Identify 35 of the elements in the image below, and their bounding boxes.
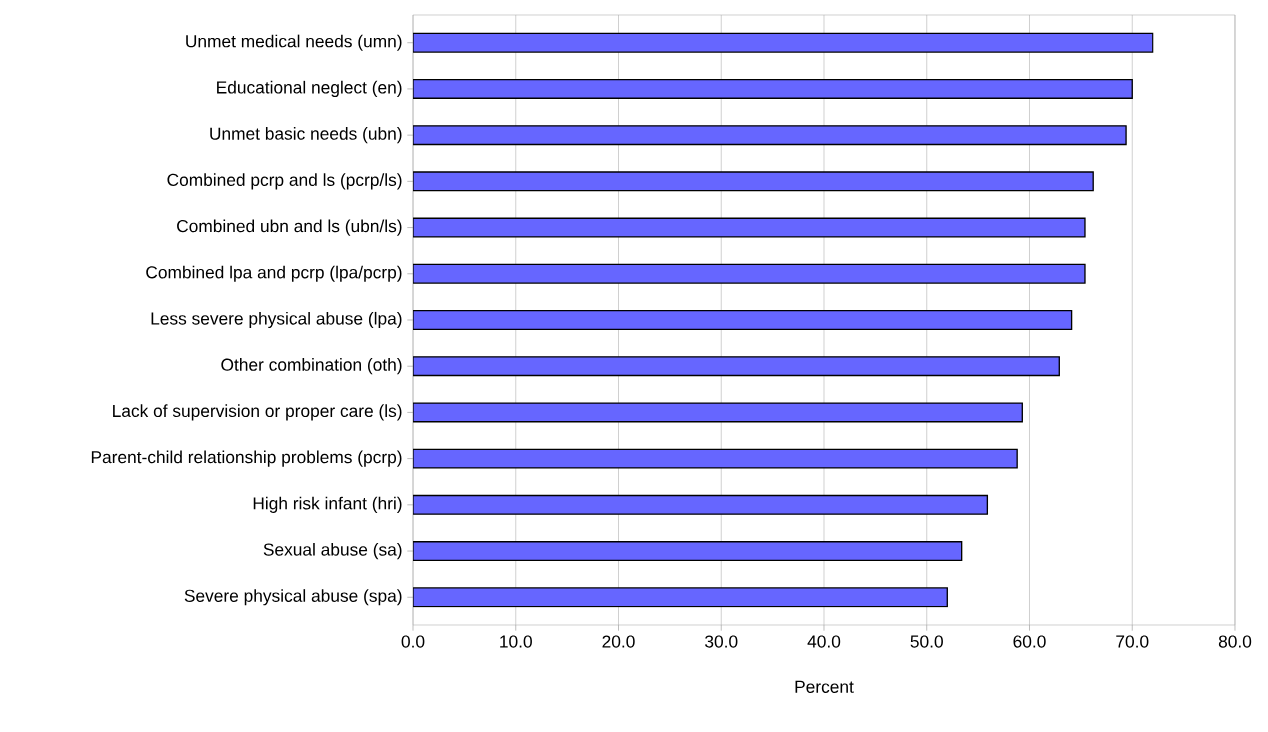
y-tick-label: Unmet medical needs (umn) bbox=[186, 34, 402, 51]
x-tick-label: 60.0 bbox=[1013, 635, 1046, 648]
y-tick-label: Combined ubn and ls (ubn/ls) bbox=[177, 219, 402, 236]
y-tick-label: Other combination (oth) bbox=[221, 358, 402, 375]
bar bbox=[413, 356, 1060, 377]
x-axis-title: Percent bbox=[795, 680, 854, 693]
bar bbox=[413, 494, 989, 515]
y-tick-label: Parent-child relationship problems (pcrp) bbox=[91, 450, 402, 467]
bar bbox=[413, 217, 1086, 238]
y-tick-label: Combined lpa and pcrp (lpa/pcrp) bbox=[146, 265, 402, 282]
x-tick-label: 20.0 bbox=[602, 635, 635, 648]
bar bbox=[413, 32, 1154, 53]
bar bbox=[413, 309, 1073, 330]
bar bbox=[413, 587, 948, 608]
bar bbox=[413, 448, 1018, 469]
x-tick-label: 0.0 bbox=[401, 635, 425, 648]
bar bbox=[413, 125, 1127, 146]
x-tick-label: 10.0 bbox=[500, 635, 532, 648]
y-tick-label: Lack of supervision or proper care (ls) bbox=[113, 404, 402, 421]
bar bbox=[413, 78, 1133, 99]
x-tick-label: 70.0 bbox=[1116, 635, 1149, 648]
bar bbox=[413, 263, 1086, 284]
y-tick-label: Combined pcrp and ls (pcrp/ls) bbox=[167, 173, 402, 190]
x-tick-label: 40.0 bbox=[807, 635, 841, 648]
y-tick-label: High risk infant (hri) bbox=[253, 496, 402, 513]
y-tick-label: Unmet basic needs (ubn) bbox=[210, 127, 402, 144]
y-tick-label: Severe physical abuse (spa) bbox=[184, 589, 402, 606]
y-tick-label: Sexual abuse (sa) bbox=[263, 542, 402, 560]
x-tick-label: 30.0 bbox=[705, 635, 738, 648]
y-tick-label: Less severe physical abuse (lpa) bbox=[151, 311, 402, 329]
bar bbox=[413, 402, 1023, 423]
x-tick-label: 80.0 bbox=[1218, 635, 1252, 648]
x-tick-label: 50.0 bbox=[910, 635, 943, 648]
y-tick-label: Educational neglect (en) bbox=[217, 80, 402, 98]
bar bbox=[413, 541, 963, 562]
